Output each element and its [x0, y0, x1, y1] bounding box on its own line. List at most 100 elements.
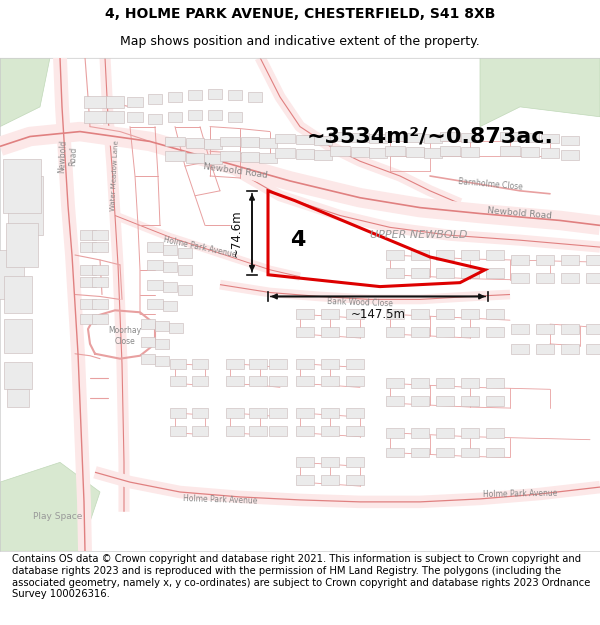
FancyBboxPatch shape	[80, 230, 96, 240]
FancyBboxPatch shape	[269, 408, 287, 418]
FancyBboxPatch shape	[369, 148, 387, 158]
FancyBboxPatch shape	[148, 114, 162, 124]
Text: ~147.5m: ~147.5m	[350, 308, 406, 321]
FancyBboxPatch shape	[192, 426, 208, 436]
Polygon shape	[0, 462, 100, 551]
FancyBboxPatch shape	[351, 148, 369, 158]
FancyBboxPatch shape	[346, 327, 364, 337]
FancyBboxPatch shape	[170, 376, 186, 386]
FancyBboxPatch shape	[296, 149, 314, 159]
FancyBboxPatch shape	[155, 356, 169, 366]
FancyBboxPatch shape	[461, 428, 479, 438]
FancyBboxPatch shape	[0, 250, 24, 299]
FancyBboxPatch shape	[486, 327, 504, 337]
FancyBboxPatch shape	[586, 344, 600, 354]
Text: UPPER NEWBOLD: UPPER NEWBOLD	[370, 230, 467, 240]
FancyBboxPatch shape	[296, 408, 314, 418]
FancyBboxPatch shape	[321, 359, 339, 369]
FancyBboxPatch shape	[511, 255, 529, 265]
FancyBboxPatch shape	[170, 408, 186, 418]
FancyBboxPatch shape	[170, 426, 186, 436]
FancyBboxPatch shape	[314, 151, 332, 160]
FancyBboxPatch shape	[178, 248, 192, 258]
FancyBboxPatch shape	[346, 376, 364, 386]
Text: 4, HOLME PARK AVENUE, CHESTERFIELD, S41 8XB: 4, HOLME PARK AVENUE, CHESTERFIELD, S41 …	[105, 8, 495, 21]
FancyBboxPatch shape	[486, 250, 504, 260]
FancyBboxPatch shape	[186, 153, 204, 163]
FancyBboxPatch shape	[486, 268, 504, 278]
FancyBboxPatch shape	[461, 309, 479, 319]
FancyBboxPatch shape	[586, 324, 600, 334]
FancyBboxPatch shape	[511, 324, 529, 334]
Text: 4: 4	[290, 230, 305, 250]
FancyBboxPatch shape	[84, 111, 106, 123]
FancyBboxPatch shape	[192, 408, 208, 418]
FancyBboxPatch shape	[4, 319, 32, 353]
FancyBboxPatch shape	[436, 428, 454, 438]
FancyBboxPatch shape	[163, 245, 177, 255]
FancyBboxPatch shape	[386, 378, 404, 388]
FancyBboxPatch shape	[84, 96, 106, 108]
Text: Play Space: Play Space	[34, 512, 83, 521]
FancyBboxPatch shape	[192, 376, 208, 386]
FancyBboxPatch shape	[411, 268, 429, 278]
FancyBboxPatch shape	[259, 153, 277, 163]
FancyBboxPatch shape	[561, 272, 579, 282]
FancyBboxPatch shape	[536, 324, 554, 334]
FancyBboxPatch shape	[561, 344, 579, 354]
Text: Newbold Road: Newbold Road	[487, 206, 553, 221]
Text: Water Meadow Lane: Water Meadow Lane	[110, 141, 120, 211]
Text: Newbold Road: Newbold Road	[202, 162, 268, 180]
FancyBboxPatch shape	[436, 448, 454, 458]
FancyBboxPatch shape	[296, 426, 314, 436]
FancyBboxPatch shape	[411, 378, 429, 388]
FancyBboxPatch shape	[461, 448, 479, 458]
FancyBboxPatch shape	[561, 255, 579, 265]
FancyBboxPatch shape	[436, 250, 454, 260]
FancyBboxPatch shape	[296, 475, 314, 485]
FancyBboxPatch shape	[440, 146, 460, 156]
FancyBboxPatch shape	[386, 309, 404, 319]
FancyBboxPatch shape	[106, 111, 124, 123]
FancyBboxPatch shape	[346, 359, 364, 369]
FancyBboxPatch shape	[241, 138, 259, 148]
FancyBboxPatch shape	[411, 448, 429, 458]
FancyBboxPatch shape	[486, 428, 504, 438]
FancyBboxPatch shape	[440, 131, 460, 141]
FancyBboxPatch shape	[436, 327, 454, 337]
FancyBboxPatch shape	[192, 359, 208, 369]
FancyBboxPatch shape	[127, 97, 143, 107]
FancyBboxPatch shape	[4, 276, 32, 313]
FancyBboxPatch shape	[500, 131, 520, 141]
FancyBboxPatch shape	[411, 309, 429, 319]
FancyBboxPatch shape	[521, 148, 539, 158]
FancyBboxPatch shape	[561, 136, 579, 146]
FancyBboxPatch shape	[346, 426, 364, 436]
FancyBboxPatch shape	[541, 148, 559, 158]
FancyBboxPatch shape	[296, 376, 314, 386]
FancyBboxPatch shape	[586, 255, 600, 265]
FancyBboxPatch shape	[486, 378, 504, 388]
FancyBboxPatch shape	[330, 146, 350, 156]
FancyBboxPatch shape	[7, 176, 43, 235]
FancyBboxPatch shape	[461, 378, 479, 388]
FancyBboxPatch shape	[226, 426, 244, 436]
FancyBboxPatch shape	[321, 376, 339, 386]
FancyBboxPatch shape	[386, 268, 404, 278]
FancyBboxPatch shape	[228, 112, 242, 122]
FancyBboxPatch shape	[249, 359, 267, 369]
FancyBboxPatch shape	[228, 90, 242, 100]
Text: Newbold
Road: Newbold Road	[58, 139, 79, 173]
FancyBboxPatch shape	[178, 284, 192, 294]
FancyBboxPatch shape	[220, 136, 240, 146]
FancyBboxPatch shape	[80, 277, 96, 287]
FancyBboxPatch shape	[296, 134, 314, 144]
FancyBboxPatch shape	[275, 148, 295, 158]
FancyBboxPatch shape	[436, 268, 454, 278]
FancyBboxPatch shape	[141, 337, 155, 347]
FancyBboxPatch shape	[296, 458, 314, 468]
Text: ~3534m²/~0.873ac.: ~3534m²/~0.873ac.	[307, 126, 553, 146]
FancyBboxPatch shape	[461, 250, 479, 260]
FancyBboxPatch shape	[249, 408, 267, 418]
FancyBboxPatch shape	[155, 321, 169, 331]
